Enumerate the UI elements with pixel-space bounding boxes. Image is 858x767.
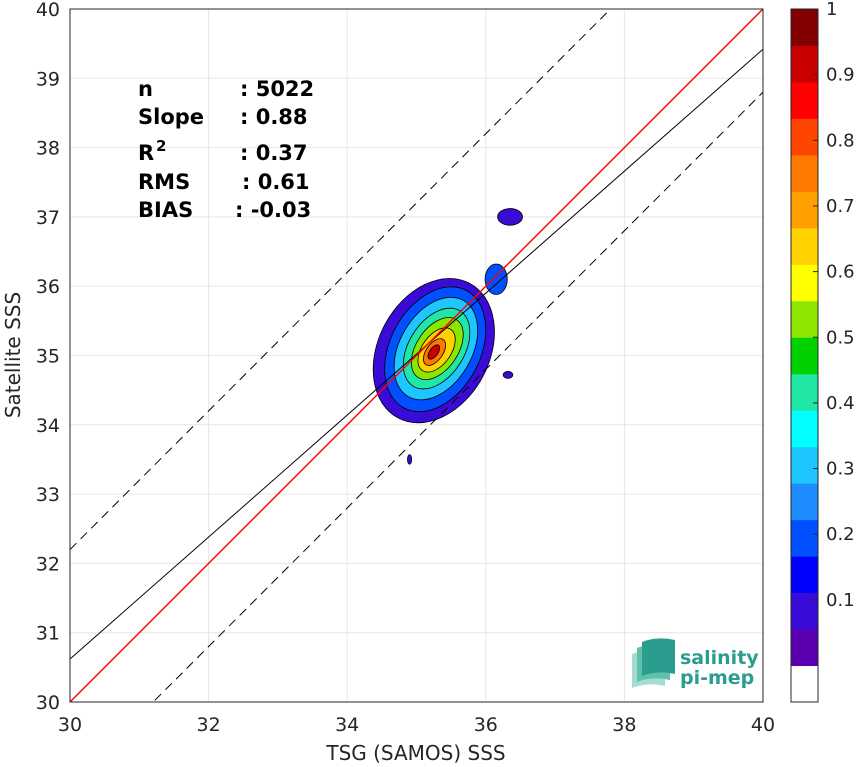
colorbar-segment xyxy=(791,519,818,557)
plot-frame xyxy=(69,8,764,703)
salinity-pi-mep-logo: salinity pi-mep xyxy=(632,638,759,689)
grid-lines xyxy=(69,8,764,703)
colorbar-tick-label: 0.8 xyxy=(826,130,855,151)
colorbar-segment xyxy=(791,592,818,630)
colorbar-segment xyxy=(791,264,818,302)
y-tick-label: 35 xyxy=(36,346,60,368)
colorbar-segment xyxy=(791,227,818,265)
colorbar-tick-label: 0.3 xyxy=(826,459,855,480)
colorbar-segment xyxy=(791,300,818,338)
colorbar-segment xyxy=(791,373,818,411)
logo-line2: pi-mep xyxy=(680,667,754,689)
y-tick-labels: 30 31 32 33 34 35 36 37 38 39 40 xyxy=(36,0,60,714)
y-axis-label: Satellite SSS xyxy=(1,292,25,418)
x-tick-labels: 30 32 34 36 38 40 xyxy=(58,714,775,736)
logo-mark-icon xyxy=(632,638,675,688)
stat-label: RMS xyxy=(138,170,190,194)
stat-superscript: 2 xyxy=(156,137,166,155)
stat-value: : 0.61 xyxy=(242,170,310,194)
stat-value: : 5022 xyxy=(240,77,314,101)
logo-line1: salinity xyxy=(680,647,759,669)
statistics-box: n : 5022 Slope : 0.88 R 2 : 0.37 RMS : 0.61 BIAS:… xyxy=(138,77,314,222)
colorbar-segment xyxy=(791,154,818,192)
colorbar-segment xyxy=(791,9,818,46)
colorbar-tick-label: 0.5 xyxy=(826,327,855,348)
y-tick-label: 36 xyxy=(36,276,60,298)
y-tick-label: 34 xyxy=(36,415,60,437)
colorbar-tick-label: 0.2 xyxy=(826,524,855,545)
x-tick-label: 40 xyxy=(751,714,775,736)
stat-label: R xyxy=(138,141,154,165)
density-contour xyxy=(407,454,413,465)
stat-label: BIAS xyxy=(138,198,193,222)
colorbar: 0.1 0.2 0.3 0.4 0.5 0.6 0.7 0.8 0.9 1 xyxy=(790,0,855,703)
colorbar-segment xyxy=(791,45,818,83)
y-tick-label: 38 xyxy=(36,138,60,160)
density-contour xyxy=(427,344,441,360)
colorbar-frame xyxy=(790,8,819,703)
y-tick-label: 39 xyxy=(36,68,60,90)
colorbar-tick-label: 0.4 xyxy=(826,393,855,414)
colorbar-segment xyxy=(791,118,818,156)
density-contour xyxy=(497,208,523,226)
x-tick-label: 36 xyxy=(474,714,498,736)
reference-lines xyxy=(70,9,763,702)
x-axis-label: TSG (SAMOS) SSS xyxy=(325,741,505,765)
colorbar-segment xyxy=(791,629,818,667)
colorbar-segment xyxy=(791,446,818,484)
colorbar-segment xyxy=(791,81,818,119)
y-tick-label: 32 xyxy=(36,553,60,575)
stat-label: Slope xyxy=(138,105,204,129)
stat-label: n xyxy=(138,77,153,101)
x-tick-label: 34 xyxy=(335,714,359,736)
stat-value: : 0.37 xyxy=(240,141,308,165)
x-tick-label: 30 xyxy=(58,714,82,736)
y-tick-label: 30 xyxy=(36,692,60,714)
colorbar-segment xyxy=(791,337,818,375)
colorbar-tick-label: 0.9 xyxy=(826,65,855,86)
regression-line xyxy=(70,48,763,660)
colorbar-tick-label: 0.1 xyxy=(826,590,855,611)
colorbar-segment xyxy=(791,410,818,448)
colorbar-segment xyxy=(791,556,818,594)
y-tick-label: 37 xyxy=(36,207,60,229)
colorbar-tick-label: 1 xyxy=(826,0,837,20)
colorbar-segment xyxy=(791,483,818,521)
identity-line xyxy=(70,9,763,702)
stat-value: : 0.88 xyxy=(240,105,308,129)
stat-value: : -0.03 xyxy=(235,198,311,222)
x-tick-label: 38 xyxy=(612,714,636,736)
y-tick-label: 31 xyxy=(36,623,60,645)
colorbar-tick-label: 0.7 xyxy=(826,196,855,217)
colorbar-segment xyxy=(791,665,818,703)
colorbar-tick-label: 0.6 xyxy=(826,262,855,283)
density-contour xyxy=(502,371,514,379)
y-tick-label: 40 xyxy=(36,0,60,21)
density-contour xyxy=(484,263,508,295)
y-tick-label: 33 xyxy=(36,484,60,506)
x-tick-label: 32 xyxy=(197,714,221,736)
offset-line xyxy=(152,91,763,702)
colorbar-segment xyxy=(791,191,818,229)
density-contours xyxy=(372,208,523,465)
